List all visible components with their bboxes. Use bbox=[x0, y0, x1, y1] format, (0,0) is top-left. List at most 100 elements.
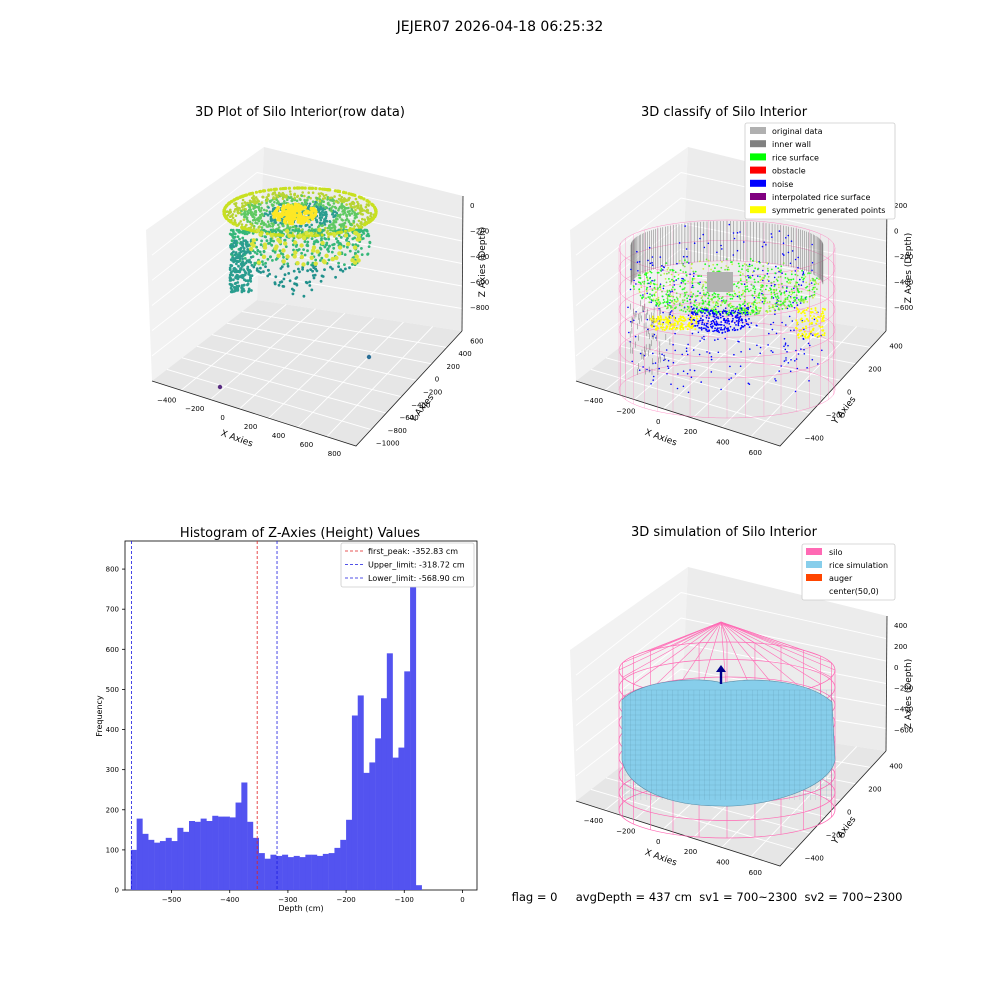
noise-point bbox=[731, 328, 734, 331]
data-point bbox=[339, 199, 343, 202]
rice-surface-point bbox=[804, 275, 807, 278]
rice-surface-point bbox=[653, 279, 656, 281]
data-point bbox=[231, 245, 234, 248]
histogram-bar bbox=[253, 837, 260, 890]
data-point bbox=[321, 199, 324, 203]
data-point bbox=[307, 191, 311, 194]
noise-point bbox=[714, 312, 716, 315]
noise-point bbox=[739, 312, 742, 315]
data-point bbox=[343, 233, 349, 238]
symmetric-point bbox=[807, 336, 809, 339]
data-point bbox=[303, 253, 307, 257]
rice-surface-point bbox=[690, 267, 693, 269]
noise-point bbox=[715, 320, 718, 323]
data-point bbox=[259, 271, 263, 274]
rice-surface-point bbox=[658, 302, 661, 305]
histogram-bar bbox=[154, 842, 161, 890]
data-point bbox=[315, 205, 318, 208]
noise-point bbox=[785, 324, 787, 326]
rice-surface-point bbox=[748, 307, 751, 309]
noise-point bbox=[791, 320, 794, 322]
rice-surface-point bbox=[807, 289, 809, 292]
data-point bbox=[343, 221, 347, 225]
data-point bbox=[307, 204, 311, 208]
noise-point bbox=[687, 314, 690, 317]
data-point bbox=[287, 272, 291, 275]
data-point bbox=[353, 205, 357, 208]
axis-edge bbox=[461, 195, 464, 332]
noise-point bbox=[766, 273, 769, 275]
data-point bbox=[334, 200, 338, 203]
rice-surface-point bbox=[712, 270, 715, 273]
noise-point bbox=[705, 309, 708, 312]
noise-point bbox=[768, 332, 770, 335]
data-point bbox=[279, 221, 282, 225]
data-point bbox=[246, 248, 250, 251]
noise-point bbox=[680, 282, 683, 284]
data-point bbox=[266, 220, 270, 223]
symmetric-point bbox=[656, 327, 659, 330]
data-point bbox=[253, 206, 256, 210]
data-point bbox=[303, 194, 306, 198]
rice-surface-point bbox=[702, 283, 705, 286]
data-point bbox=[354, 243, 358, 247]
rice-surface-point bbox=[683, 299, 686, 302]
rice-surface-point bbox=[716, 263, 719, 266]
noise-point bbox=[633, 279, 635, 282]
data-point bbox=[277, 233, 281, 237]
noise-point bbox=[701, 311, 703, 314]
rice-surface-point bbox=[778, 269, 781, 272]
noise-point bbox=[788, 315, 791, 318]
noise-point bbox=[699, 340, 701, 342]
x-tick-label: −400 bbox=[584, 817, 603, 825]
axis-edge bbox=[885, 615, 888, 752]
data-point bbox=[334, 214, 337, 217]
histogram-bar bbox=[258, 853, 265, 890]
data-point bbox=[260, 201, 264, 204]
grid-line bbox=[590, 368, 796, 431]
rice-surface-point bbox=[678, 304, 681, 307]
rice-surface-point bbox=[712, 310, 715, 312]
histogram-bar bbox=[346, 819, 353, 890]
data-point bbox=[229, 215, 232, 218]
data-point bbox=[318, 194, 322, 198]
noise-point bbox=[784, 344, 787, 346]
rice-surface-point bbox=[717, 304, 719, 307]
noise-point bbox=[651, 262, 653, 264]
rice-surface-point bbox=[753, 292, 756, 295]
rice-surface-point bbox=[715, 310, 717, 313]
symmetric-point bbox=[821, 320, 823, 322]
silo-simulation-scene bbox=[618, 621, 836, 839]
noise-point bbox=[761, 245, 764, 248]
histogram-bar bbox=[340, 839, 347, 890]
rice-surface-point bbox=[712, 308, 715, 311]
rice-surface-point bbox=[694, 310, 696, 312]
data-point bbox=[330, 250, 334, 254]
data-point bbox=[340, 223, 343, 226]
noise-point bbox=[716, 323, 719, 325]
data-point bbox=[327, 237, 331, 241]
data-point bbox=[264, 212, 268, 216]
rice-surface-point bbox=[763, 298, 766, 300]
data-point bbox=[254, 211, 258, 214]
data-point bbox=[244, 193, 248, 197]
rice-surface-point bbox=[645, 272, 648, 275]
noise-point bbox=[740, 307, 743, 310]
rice-surface-point bbox=[769, 288, 772, 291]
rice-surface-point bbox=[777, 283, 780, 286]
symmetric-point bbox=[822, 307, 824, 310]
rice-surface-point bbox=[762, 265, 765, 267]
data-point bbox=[261, 263, 265, 266]
noise-point bbox=[717, 311, 720, 314]
symmetric-point bbox=[661, 328, 664, 331]
noise-point bbox=[635, 283, 637, 285]
rice-surface-point bbox=[761, 286, 764, 288]
noise-point bbox=[783, 254, 785, 256]
rice-surface-point bbox=[685, 291, 688, 294]
grid-line bbox=[575, 223, 682, 306]
symmetric-point bbox=[816, 319, 819, 322]
data-point bbox=[328, 220, 332, 224]
status-line: flag = 0 avgDepth = 437 cm sv1 = 700~230… bbox=[512, 890, 903, 904]
